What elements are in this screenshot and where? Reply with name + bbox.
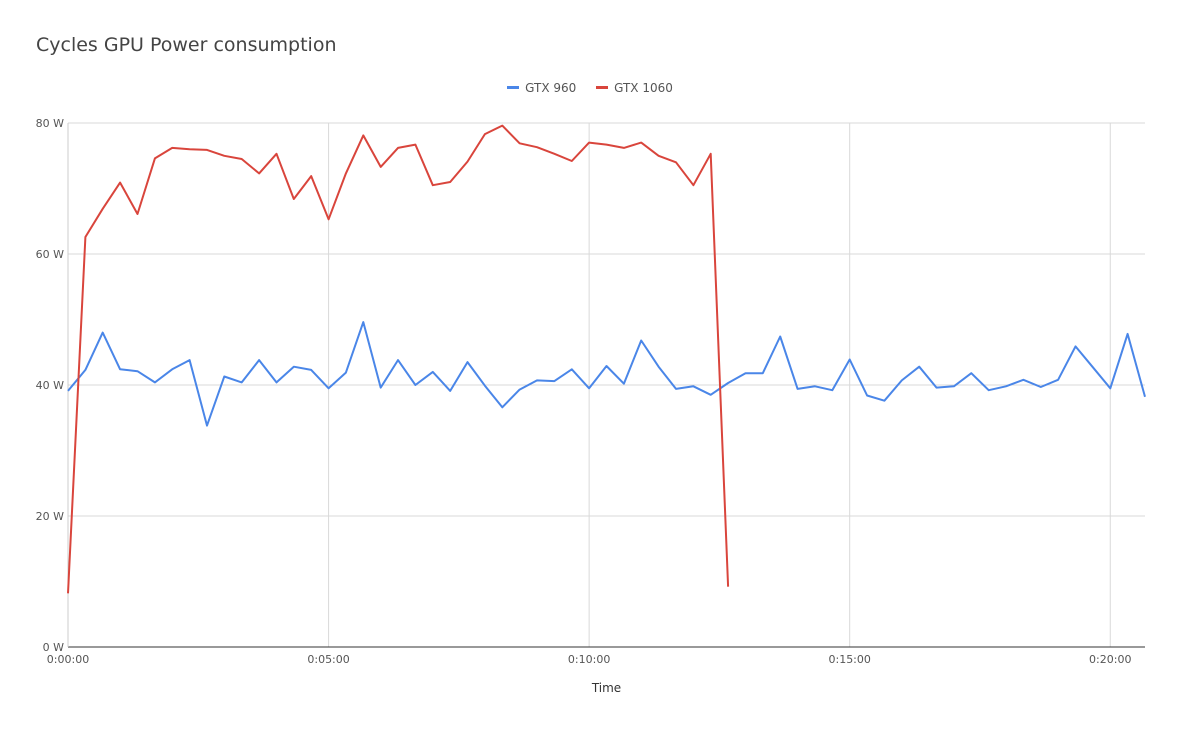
series-line-gtx-1060[interactable] <box>67 124 730 594</box>
y-tick-label: 20 W <box>36 510 64 523</box>
y-tick-label: 0 W <box>43 641 64 654</box>
x-axis-title: Time <box>591 681 621 695</box>
x-tick-label: 0:10:00 <box>568 653 610 666</box>
y-axis: 0 W 20 W 40 W 60 W 80 W <box>36 117 64 654</box>
y-tick-label: 40 W <box>36 379 64 392</box>
series-line-gtx-960[interactable] <box>67 321 1146 427</box>
x-axis: 0:00:00 0:05:00 0:10:00 0:15:00 0:20:00 <box>47 653 1132 666</box>
axis-lines <box>67 123 1145 648</box>
legend-item-gtx-1060[interactable]: GTX 1060 <box>596 81 673 95</box>
chart-title: Cycles GPU Power consumption <box>36 34 337 56</box>
x-tick-label: 0:00:00 <box>47 653 89 666</box>
series-group <box>67 124 1146 594</box>
y-tick-label: 60 W <box>36 248 64 261</box>
legend-label-gtx-960: GTX 960 <box>525 80 577 95</box>
legend-label-gtx-1060: GTX 1060 <box>614 80 673 95</box>
y-tick-label: 80 W <box>36 117 64 130</box>
x-tick-label: 0:20:00 <box>1089 653 1131 666</box>
x-tick-label: 0:05:00 <box>307 653 349 666</box>
legend-swatch-gtx-960 <box>507 86 520 89</box>
legend-item-gtx-960[interactable]: GTX 960 <box>507 81 576 95</box>
legend: GTX 960 GTX 1060 <box>0 78 1180 95</box>
x-tick-label: 0:15:00 <box>828 653 870 666</box>
legend-swatch-gtx-1060 <box>596 86 609 89</box>
grid <box>68 122 1145 647</box>
